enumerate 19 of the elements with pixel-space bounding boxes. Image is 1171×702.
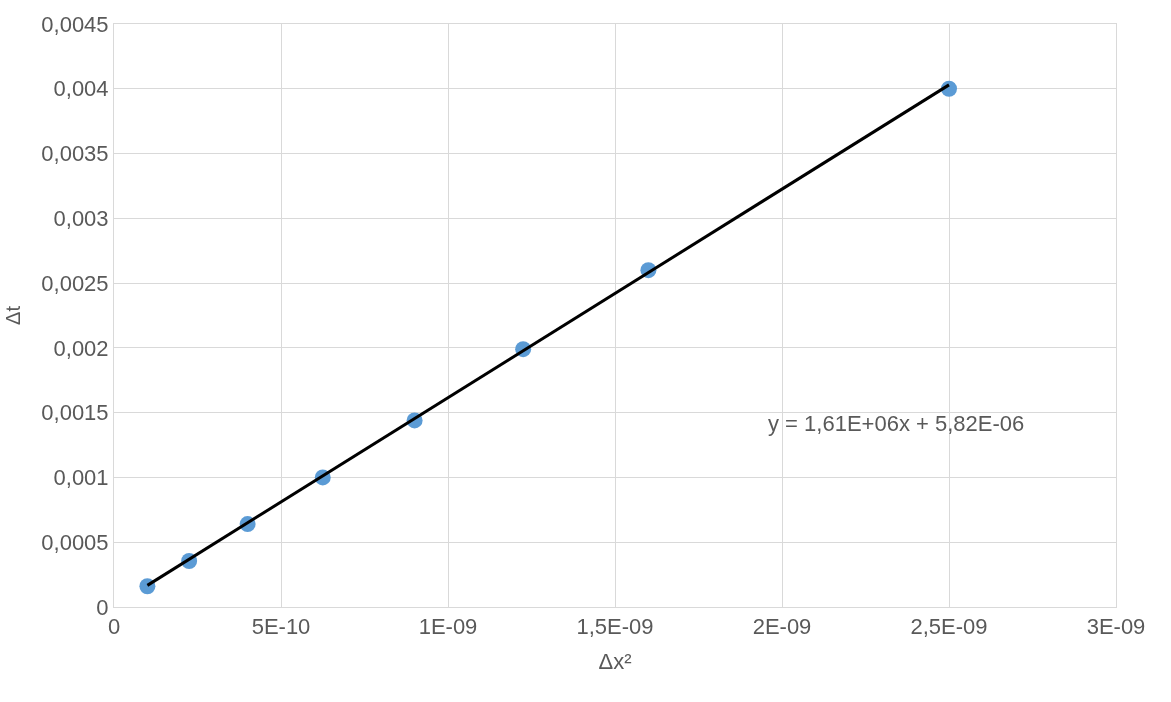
x-tick-label: 5E-10 (251, 614, 311, 640)
x-tick-label: 3E-09 (1086, 614, 1146, 640)
y-tick-label: 0,0015 (41, 400, 109, 426)
y-tick-label: 0,002 (53, 335, 109, 361)
y-tick-label: 0,0005 (41, 529, 109, 555)
x-axis-title: Δx² (598, 649, 632, 675)
y-tick-label: 0 (96, 594, 109, 620)
y-axis-title: Δt (1, 305, 24, 325)
y-tick-label: 0,0025 (41, 270, 109, 296)
y-tick-label: 0,001 (53, 465, 109, 491)
y-tick-label: 0,0035 (41, 141, 109, 167)
x-tick-label: 2,5E-09 (910, 614, 988, 640)
annotation: y = 1,61E+06x + 5,82E-06 (768, 411, 1025, 436)
x-tick-label: 2E-09 (752, 614, 812, 640)
y-tick-label: 0,003 (53, 206, 109, 232)
x-tick-label: 1E-09 (418, 614, 478, 640)
x-tick-label: 1,5E-09 (576, 614, 654, 640)
y-tick-label: 0,0045 (41, 11, 109, 37)
y-tick-label: 0,004 (53, 76, 109, 102)
